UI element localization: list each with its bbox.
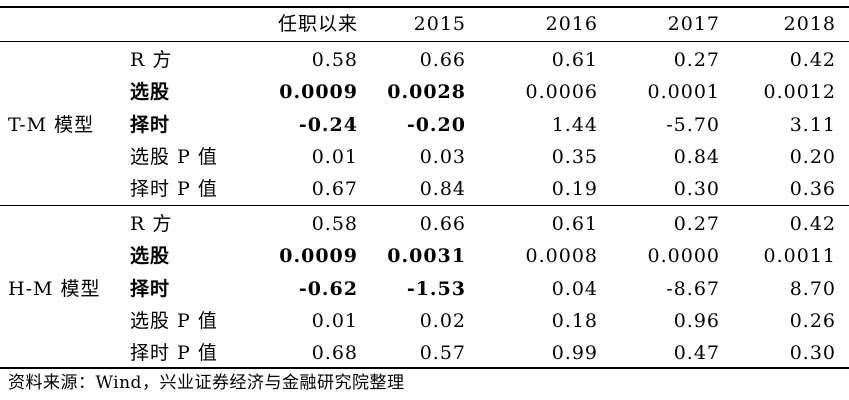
group-separator-rule bbox=[0, 205, 849, 206]
table-cell: 0.30 bbox=[789, 342, 836, 365]
row-label: R 方 bbox=[130, 213, 173, 235]
table-cell: 0.0011 bbox=[763, 245, 836, 268]
table-cell: 0.84 bbox=[673, 145, 720, 168]
table-cell: 0.36 bbox=[789, 178, 836, 201]
table-cell: 0.66 bbox=[419, 213, 466, 235]
row-label: R 方 bbox=[130, 49, 173, 71]
table-cell: -0.24 bbox=[298, 113, 358, 136]
row-label: 择时 P 值 bbox=[130, 178, 218, 201]
header-col-2015: 2015 bbox=[413, 13, 466, 35]
header-col-since-tenure: 任职以来 bbox=[277, 13, 358, 35]
table-cell: 0.57 bbox=[419, 342, 466, 365]
table-cell: 0.0008 bbox=[525, 245, 598, 268]
table-cell: 0.26 bbox=[789, 309, 836, 332]
table-cell: 0.18 bbox=[551, 309, 598, 332]
table-cell: 0.30 bbox=[673, 178, 720, 201]
table-cell: 0.84 bbox=[419, 178, 466, 201]
row-label: 选股 P 值 bbox=[130, 309, 218, 332]
table-cell: -8.67 bbox=[666, 277, 720, 300]
row-label: 择时 bbox=[130, 113, 171, 136]
table-cell: 0.27 bbox=[673, 49, 720, 71]
table-cell: 0.42 bbox=[789, 49, 836, 71]
table-cell: -5.70 bbox=[666, 113, 720, 136]
table-cell: 0.61 bbox=[551, 213, 598, 235]
table-cell: 0.68 bbox=[311, 342, 358, 365]
table-cell: 0.02 bbox=[419, 309, 466, 332]
row-label: 择时 bbox=[130, 277, 171, 300]
source-note: 资料来源：Wind，兴业证券经济与金融研究院整理 bbox=[8, 373, 405, 393]
row-label: 选股 bbox=[130, 81, 171, 104]
table-cell: 0.47 bbox=[673, 342, 720, 365]
table-cell: 0.20 bbox=[789, 145, 836, 168]
table-cell: -0.62 bbox=[298, 277, 358, 300]
table-cell: 0.01 bbox=[311, 145, 358, 168]
table-top-rule bbox=[0, 6, 849, 8]
table-cell: 0.0000 bbox=[647, 245, 720, 268]
header-rule bbox=[0, 41, 849, 42]
group-label: T-M 模型 bbox=[8, 113, 95, 136]
table-cell: 0.61 bbox=[551, 49, 598, 71]
group-label: H-M 模型 bbox=[8, 277, 101, 300]
table-cell: 0.0031 bbox=[387, 245, 466, 268]
table-cell: 0.0012 bbox=[763, 81, 836, 104]
table-cell: 8.70 bbox=[789, 277, 836, 300]
table-cell: 0.0009 bbox=[279, 81, 358, 104]
row-label: 择时 P 值 bbox=[130, 342, 218, 365]
row-label: 选股 P 值 bbox=[130, 145, 218, 168]
table-cell: 0.03 bbox=[419, 145, 466, 168]
table-cell: 0.19 bbox=[551, 178, 598, 201]
header-col-2017: 2017 bbox=[667, 13, 720, 35]
table-cell: 0.0001 bbox=[647, 81, 720, 104]
table-cell: 0.66 bbox=[419, 49, 466, 71]
table-cell: -0.20 bbox=[406, 113, 466, 136]
table-cell: -1.53 bbox=[406, 277, 466, 300]
table-cell: 0.58 bbox=[311, 213, 358, 235]
table-cell: 0.27 bbox=[673, 213, 720, 235]
table-cell: 0.99 bbox=[551, 342, 598, 365]
table-cell: 1.44 bbox=[551, 113, 598, 136]
table-cell: 0.58 bbox=[311, 49, 358, 71]
header-col-2016: 2016 bbox=[545, 13, 598, 35]
table-cell: 0.04 bbox=[551, 277, 598, 300]
table-cell: 0.01 bbox=[311, 309, 358, 332]
table-cell: 0.42 bbox=[789, 213, 836, 235]
table-cell: 0.67 bbox=[311, 178, 358, 201]
table-cell: 0.0006 bbox=[525, 81, 598, 104]
table-cell: 0.35 bbox=[551, 145, 598, 168]
table-cell: 0.0028 bbox=[387, 81, 466, 104]
row-label: 选股 bbox=[130, 245, 171, 268]
table-cell: 0.0009 bbox=[279, 245, 358, 268]
table-cell: 0.96 bbox=[673, 309, 720, 332]
table-cell: 3.11 bbox=[789, 113, 836, 136]
header-col-2018: 2018 bbox=[783, 13, 836, 35]
table-bottom-rule bbox=[0, 367, 849, 369]
